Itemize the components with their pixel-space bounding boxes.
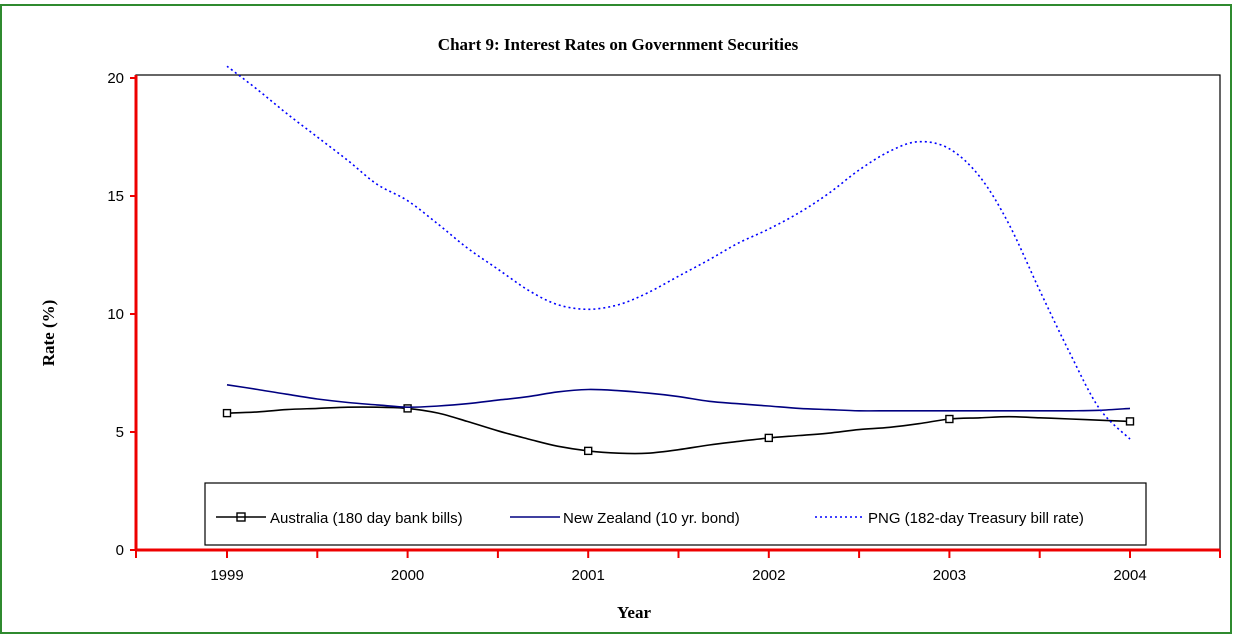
series-australia-marker [1125, 417, 1135, 426]
y-tick-label: 5 [116, 424, 124, 441]
y-tick-label: 0 [116, 542, 124, 559]
series-australia-marker [764, 433, 773, 443]
series-australia-marker [222, 408, 232, 418]
legend [204, 482, 1147, 546]
y-tick-label: 10 [107, 306, 124, 323]
x-axis-label: Year [617, 603, 651, 622]
series-layer [222, 65, 1135, 456]
series-australia-marker [584, 446, 593, 456]
plot-area [135, 74, 1221, 551]
chart-title: Chart 9: Interest Rates on Government Se… [438, 35, 799, 54]
x-tick-label: 2003 [933, 567, 966, 584]
x-tick-label: 1999 [210, 567, 243, 584]
y-axis-label: Rate (%) [39, 300, 58, 367]
legend-marker-australia [236, 512, 246, 522]
legend-item-australia: Australia (180 day bank bills) [216, 510, 463, 527]
y-tick-label: 20 [107, 70, 124, 87]
series-australia-marker [403, 404, 412, 413]
legend-item-new-zealand: New Zealand (10 yr. bond) [510, 510, 740, 527]
x-tick-label: 2004 [1113, 567, 1146, 584]
series-australia-line [226, 406, 1131, 455]
series-australia-marker [945, 414, 954, 424]
tick-layer: 0 5 10 15 20 1999 2000 2001 2002 2003 2004 [107, 70, 1221, 584]
x-tick-label: 2002 [752, 567, 785, 584]
y-tick-label: 15 [107, 188, 124, 205]
legend-label-australia: Australia (180 day bank bills) [270, 510, 463, 527]
legend-label-png: PNG (182-day Treasury bill rate) [868, 510, 1084, 527]
legend-label-new-zealand: New Zealand (10 yr. bond) [563, 510, 740, 527]
x-tick-label: 2001 [572, 567, 605, 584]
series-png-line [226, 65, 1131, 440]
series-new-zealand-line [226, 384, 1131, 412]
legend-item-png: PNG (182-day Treasury bill rate) [815, 510, 1084, 527]
x-tick-label: 2000 [391, 567, 424, 584]
